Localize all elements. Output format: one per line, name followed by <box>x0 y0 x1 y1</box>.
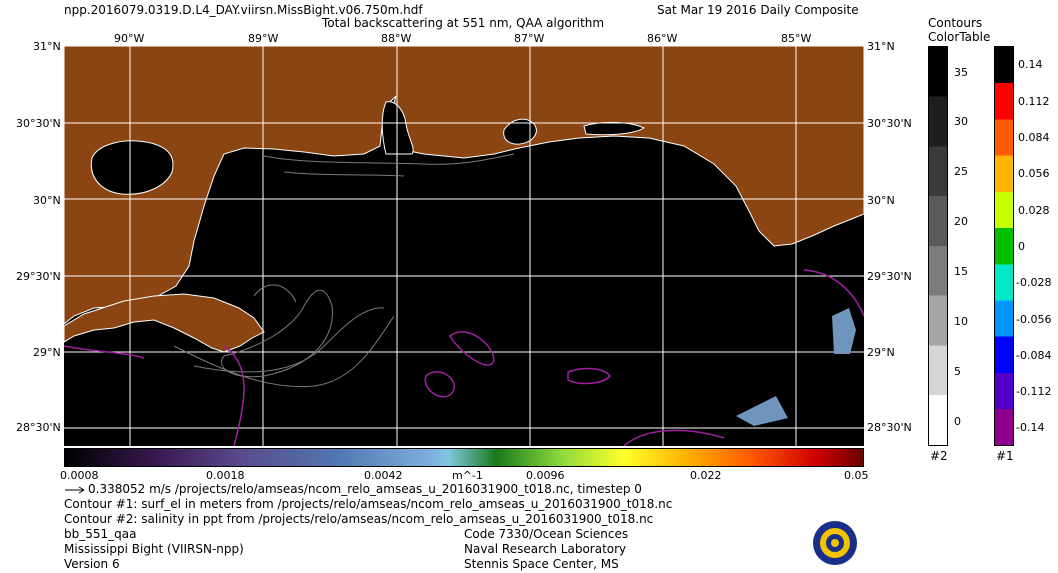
ct1-label: 0.14 <box>1018 58 1043 71</box>
lon-label: 90°W <box>114 32 145 45</box>
lat-label-right: 30°30'N <box>867 117 912 130</box>
composite-date: Sat Mar 19 2016 Daily Composite <box>657 3 859 17</box>
vector-scale-line: 0.338052 m/s /projects/relo/amseas/ncom_… <box>88 482 642 496</box>
lat-label-left: 30°N <box>33 194 61 207</box>
nrl-seal-icon <box>813 521 857 565</box>
ct2-label: 30 <box>954 115 968 128</box>
ct1-label: 0 <box>1018 240 1025 253</box>
colorbar-tick: 0.0008 <box>60 469 99 482</box>
lon-label: 86°W <box>647 32 678 45</box>
ct1-label: -0.084 <box>1016 349 1052 362</box>
ct1-label: 0.028 <box>1018 204 1050 217</box>
org-name: Naval Research Laboratory <box>464 542 627 556</box>
ct2-label: 10 <box>954 315 968 328</box>
colorbar-tick: 0.05 <box>844 469 869 482</box>
lat-label-left: 28°30'N <box>16 421 61 434</box>
lat-label-right: 30°N <box>867 194 895 207</box>
lat-label-right: 31°N <box>867 40 895 53</box>
ct2-label: 5 <box>954 365 961 378</box>
ct1-label: 0.084 <box>1018 131 1050 144</box>
colortable-title: ColorTable <box>928 30 991 44</box>
salinity-contours <box>173 153 515 388</box>
product-title: Total backscattering at 551 nm, QAA algo… <box>322 16 605 30</box>
lat-label-left: 31°N <box>33 40 61 53</box>
colorbar-tick: 0.022 <box>690 469 722 482</box>
ct2-label: 15 <box>954 265 968 278</box>
ct2-label: 20 <box>954 215 968 228</box>
ct1-label: 0.056 <box>1018 167 1050 180</box>
lon-label: 88°W <box>381 32 412 45</box>
ct1-label: -0.112 <box>1016 385 1052 398</box>
lon-label: 89°W <box>248 32 279 45</box>
lon-label: 85°W <box>781 32 812 45</box>
bay <box>381 101 414 155</box>
lat-label-right: 29°30'N <box>867 270 912 283</box>
contour2-colortable <box>928 46 948 446</box>
contour2-line: Contour #2: salinity in ppt from /projec… <box>64 512 654 526</box>
ct1-label: -0.028 <box>1016 276 1052 289</box>
ct2-id: #2 <box>930 449 948 463</box>
lat-label-right: 28°30'N <box>867 421 912 434</box>
ct2-label: 25 <box>954 165 968 178</box>
ocean-map <box>64 46 864 446</box>
lon-label: 87°W <box>514 32 545 45</box>
ct1-label: -0.14 <box>1016 421 1045 434</box>
colorbar-units: m^-1 <box>452 469 483 482</box>
filename-title: npp.2016079.0319.D.L4_DAY.viirsn.MissBig… <box>64 3 423 17</box>
ct1-label: -0.056 <box>1016 313 1052 326</box>
ct1-id: #1 <box>996 449 1014 463</box>
region-name: Mississippi Bight (VIIRSN-npp) <box>64 542 244 556</box>
version-text: Version 6 <box>64 557 120 571</box>
graticule <box>64 46 864 446</box>
contours-title: Contours <box>928 16 983 30</box>
colorbar-tick: 0.0042 <box>364 469 403 482</box>
colorbar-tick: 0.0018 <box>206 469 245 482</box>
colorbar-tick: 0.0096 <box>526 469 565 482</box>
lake <box>90 140 174 195</box>
org-code: Code 7330/Ocean Sciences <box>464 527 629 541</box>
vector-arrow-icon <box>65 486 85 494</box>
valid-data-patch <box>736 308 856 426</box>
surf-el-contours <box>64 269 864 446</box>
bay <box>503 118 537 145</box>
lat-label-left: 30°30'N <box>16 117 61 130</box>
land-mass <box>64 46 864 325</box>
colorbar <box>64 448 864 467</box>
org-location: Stennis Space Center, MS <box>464 557 619 571</box>
lat-label-left: 29°30'N <box>16 270 61 283</box>
delta-land <box>64 293 265 353</box>
contour1-colortable <box>994 46 1014 446</box>
contour1-line: Contour #1: surf_el in meters from /proj… <box>64 497 673 511</box>
lat-label-left: 29°N <box>33 346 61 359</box>
ct1-label: 0.112 <box>1018 95 1050 108</box>
ct2-label: 35 <box>954 66 968 79</box>
ct2-label: 0 <box>954 415 961 428</box>
product-name: bb_551_qaa <box>64 527 137 541</box>
lat-label-right: 29°N <box>867 346 895 359</box>
